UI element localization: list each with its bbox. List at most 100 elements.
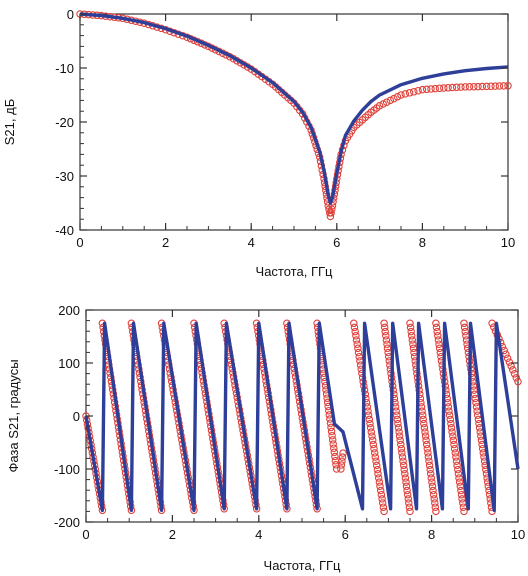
data-point-marker bbox=[371, 453, 380, 461]
data-point-marker bbox=[429, 486, 437, 495]
data-point-marker bbox=[450, 440, 458, 449]
data-point-marker bbox=[380, 507, 388, 516]
data-point-marker bbox=[504, 82, 512, 90]
data-point-marker bbox=[331, 452, 339, 461]
data-point-marker bbox=[429, 490, 438, 499]
y-tick-label: 100 bbox=[58, 356, 80, 371]
data-point-marker bbox=[350, 319, 358, 328]
data-point-marker bbox=[380, 323, 389, 332]
y-tick-label: 200 bbox=[58, 303, 80, 318]
data-point-marker bbox=[328, 436, 337, 444]
data-point-marker bbox=[404, 495, 413, 503]
x-axis-title: Частота, ГГц bbox=[264, 558, 341, 573]
data-point-marker bbox=[434, 336, 443, 344]
data-point-marker bbox=[435, 340, 443, 348]
data-point-marker bbox=[377, 490, 386, 499]
data-point-marker bbox=[452, 453, 460, 461]
data-point-marker bbox=[375, 478, 384, 486]
data-point-marker bbox=[474, 82, 482, 91]
data-point-marker bbox=[329, 440, 337, 448]
data-point-marker bbox=[332, 465, 341, 473]
data-point-marker bbox=[425, 461, 434, 470]
data-point-marker bbox=[354, 348, 363, 357]
data-point-marker bbox=[427, 85, 435, 93]
data-point-marker bbox=[448, 428, 456, 436]
x-tick-label: 0 bbox=[76, 235, 83, 250]
data-point-marker bbox=[352, 336, 361, 344]
data-point-marker bbox=[418, 411, 427, 419]
data-point-marker bbox=[451, 449, 460, 457]
data-point-marker bbox=[401, 470, 409, 478]
data-point-marker bbox=[402, 482, 411, 491]
data-point-marker bbox=[370, 449, 379, 457]
data-point-marker bbox=[327, 209, 335, 217]
data-point-marker bbox=[426, 470, 435, 478]
data-point-marker bbox=[465, 83, 474, 91]
x-tick-label: 6 bbox=[342, 527, 349, 542]
data-point-marker bbox=[512, 373, 521, 382]
data-point-marker bbox=[407, 332, 416, 340]
data-point-marker bbox=[456, 482, 465, 491]
data-point-marker bbox=[405, 89, 414, 97]
series-line bbox=[79, 12, 509, 205]
data-point-marker bbox=[444, 84, 452, 92]
data-point-marker bbox=[374, 470, 382, 478]
x-tick-label: 8 bbox=[419, 235, 426, 250]
data-point-marker bbox=[406, 507, 414, 516]
data-point-marker bbox=[332, 461, 340, 469]
data-point-marker bbox=[460, 319, 468, 328]
data-point-marker bbox=[395, 432, 404, 440]
data-point-marker bbox=[351, 327, 359, 336]
data-point-marker bbox=[482, 82, 491, 91]
data-point-marker bbox=[460, 323, 469, 332]
data-point-marker bbox=[405, 503, 414, 511]
y-tick-label: -100 bbox=[54, 462, 80, 477]
data-point-marker bbox=[457, 486, 465, 495]
data-point-marker bbox=[382, 336, 391, 344]
data-point-marker bbox=[422, 85, 431, 94]
x-tick-label: 6 bbox=[333, 235, 340, 250]
data-point-marker bbox=[372, 457, 380, 465]
data-point-marker bbox=[435, 84, 444, 93]
data-point-marker bbox=[419, 415, 427, 424]
y-axis-title: Фаза S21, градусы bbox=[6, 359, 21, 472]
data-point-marker bbox=[393, 93, 402, 101]
data-point-marker bbox=[455, 474, 463, 482]
data-point-marker bbox=[410, 88, 418, 96]
data-point-marker bbox=[328, 205, 336, 214]
data-point-marker bbox=[401, 90, 410, 98]
data-point-marker bbox=[491, 82, 499, 90]
data-point-marker bbox=[452, 83, 461, 92]
data-point-marker bbox=[382, 332, 390, 340]
data-point-marker bbox=[406, 323, 415, 332]
data-point-marker bbox=[431, 503, 440, 511]
data-point-marker bbox=[369, 440, 378, 449]
data-point-marker bbox=[403, 490, 412, 499]
x-tick-label: 10 bbox=[501, 235, 515, 250]
y-tick-label: -20 bbox=[55, 115, 74, 130]
y-tick-label: -30 bbox=[55, 169, 74, 184]
data-point-marker bbox=[509, 366, 517, 374]
data-point-marker bbox=[452, 457, 461, 465]
data-point-marker bbox=[503, 354, 512, 362]
data-point-marker bbox=[432, 323, 441, 332]
data-point-marker bbox=[330, 448, 339, 457]
data-point-marker bbox=[397, 444, 406, 453]
data-point-marker bbox=[394, 424, 403, 432]
data-point-marker bbox=[379, 503, 388, 511]
data-point-marker bbox=[326, 212, 335, 221]
data-point-marker bbox=[370, 444, 378, 453]
data-point-marker bbox=[432, 507, 440, 516]
data-point-marker bbox=[460, 507, 468, 516]
data-point-marker bbox=[337, 461, 346, 469]
data-point-marker bbox=[355, 352, 363, 361]
data-point-marker bbox=[448, 83, 457, 92]
y-axis-title: S21, дБ bbox=[2, 99, 17, 145]
data-point-marker bbox=[514, 377, 522, 386]
data-point-marker bbox=[461, 83, 469, 91]
data-point-marker bbox=[405, 499, 413, 507]
data-point-marker bbox=[380, 319, 388, 328]
data-point-marker bbox=[375, 102, 384, 110]
data-point-marker bbox=[401, 474, 410, 482]
data-point-marker bbox=[338, 457, 346, 465]
